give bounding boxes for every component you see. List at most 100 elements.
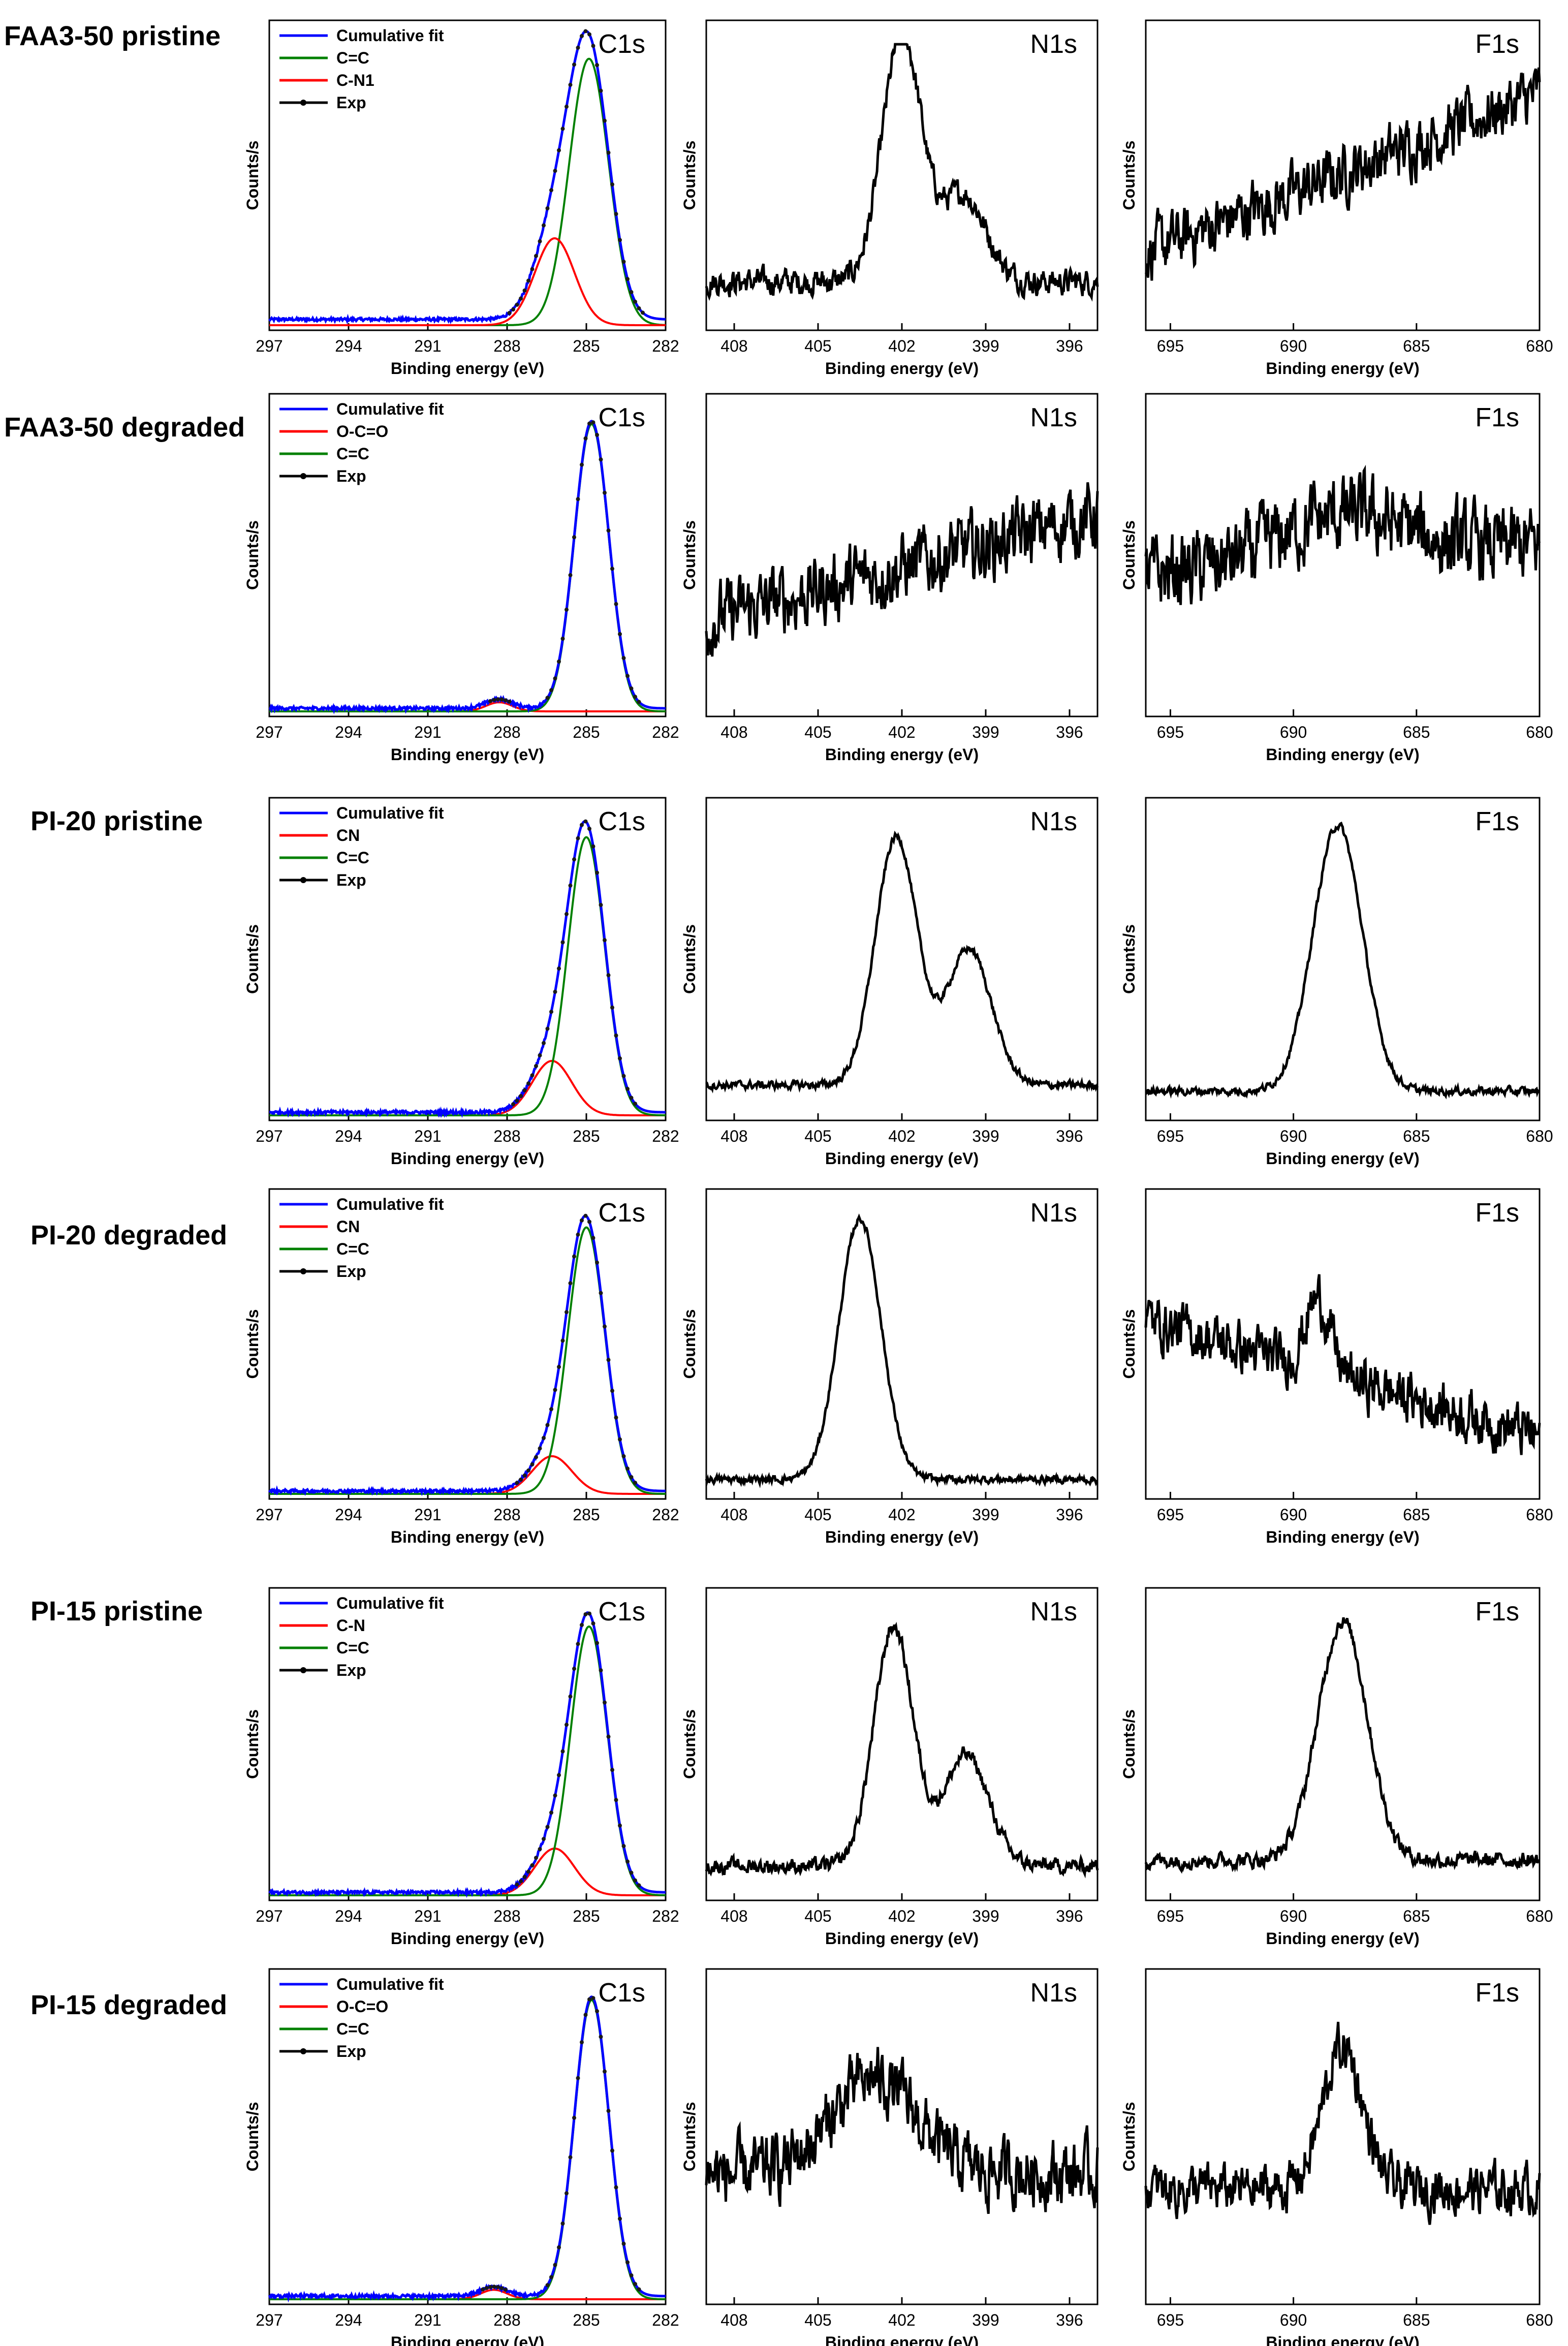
- plot-frame: [268, 1968, 667, 2305]
- x-axis-label: Binding energy (eV): [825, 359, 979, 378]
- exp-point: [576, 1642, 580, 1646]
- x-tick-label: 399: [972, 2311, 999, 2329]
- legend-label: C=C: [336, 2020, 369, 2038]
- exp-point: [576, 836, 580, 840]
- exp-point: [557, 148, 561, 152]
- exp-point: [606, 1734, 611, 1739]
- x-tick-label: 695: [1157, 337, 1184, 355]
- exp-point: [595, 2009, 599, 2014]
- x-tick-label: 408: [720, 1506, 747, 1524]
- exp-point: [603, 2069, 607, 2074]
- x-tick-label: 695: [1157, 723, 1184, 741]
- region-label: F1s: [1475, 29, 1519, 59]
- exp-point: [633, 695, 637, 699]
- x-tick-label: 690: [1280, 723, 1307, 741]
- exp-point: [610, 1389, 614, 1393]
- exp-point: [496, 2285, 500, 2290]
- exp-point: [633, 1878, 637, 1883]
- chart-n1s-0: 408 405 402 399 396 Binding energy (eV) Counts…: [680, 19, 1099, 378]
- legend-label: O-C=O: [336, 1997, 388, 2016]
- legend-label: C-N: [336, 1616, 365, 1635]
- exp-point: [553, 676, 557, 681]
- exp-point: [633, 2282, 637, 2286]
- x-tick-label: 408: [720, 2311, 747, 2329]
- chart-f1s-3: 695 690 685 680 Binding energy (eV) Counts/s F…: [1120, 1188, 1553, 1546]
- exp-point: [572, 857, 576, 862]
- y-axis-label: Counts/s: [1120, 520, 1138, 590]
- exp-point: [599, 2035, 603, 2039]
- x-tick-label: 291: [414, 723, 441, 741]
- exp-point: [576, 2076, 580, 2080]
- y-axis-label: Counts/s: [680, 1309, 699, 1379]
- spectrum-line: [705, 1213, 1098, 1489]
- exp-point: [587, 827, 591, 831]
- x-tick-label: 680: [1526, 1127, 1553, 1145]
- y-axis-label: Counts/s: [680, 1709, 699, 1779]
- legend-marker: [300, 2048, 306, 2054]
- exp-point: [542, 1435, 546, 1440]
- x-axis-label: Binding energy (eV): [391, 1149, 544, 1168]
- exp-point: [629, 2273, 634, 2277]
- plot-frame: [705, 1587, 1099, 1901]
- exp-point: [549, 688, 553, 693]
- region-label: F1s: [1475, 1978, 1519, 2008]
- exp-point: [492, 2285, 496, 2289]
- x-tick-label: 680: [1526, 337, 1553, 355]
- x-tick-label: 285: [573, 1506, 600, 1524]
- exp-point: [522, 1473, 527, 1478]
- exp-point: [545, 2283, 550, 2288]
- exp-point: [595, 432, 599, 437]
- legend: Cumulative fit CN C=C Exp: [279, 804, 444, 889]
- exp-point: [591, 44, 595, 48]
- x-tick-label: 288: [493, 723, 520, 741]
- exp-point: [591, 420, 595, 425]
- x-axis-label: Binding energy (eV): [391, 359, 544, 378]
- exp-point: [614, 1798, 618, 1802]
- exp-point: [568, 2155, 573, 2160]
- legend: Cumulative fit O-C=O C=C Exp: [279, 1975, 444, 2060]
- series-line-c-c: [269, 1998, 666, 2300]
- exp-point: [538, 239, 542, 243]
- x-tick-label: 405: [804, 2311, 831, 2329]
- exp-point: [629, 290, 634, 294]
- legend-marker: [300, 877, 306, 883]
- exp-point: [599, 457, 603, 462]
- x-tick-label: 402: [888, 1127, 915, 1145]
- exp-point: [633, 1102, 637, 1106]
- exp-point: [625, 2260, 630, 2265]
- spectrum-line: [1145, 821, 1540, 1100]
- exp-point: [610, 1005, 614, 1010]
- exp-point: [545, 696, 550, 700]
- x-tick-label: 402: [888, 1907, 915, 1925]
- x-axis-label: Binding energy (eV): [391, 1528, 544, 1546]
- exp-point: [591, 844, 595, 849]
- x-tick-label: 685: [1403, 723, 1430, 741]
- exp-point: [595, 63, 599, 68]
- exp-point: [633, 1481, 637, 1485]
- series-line-c-n1: [269, 237, 666, 326]
- x-axis-label: Binding energy (eV): [391, 2333, 544, 2346]
- x-tick-label: 294: [335, 337, 362, 355]
- exp-point: [641, 310, 645, 315]
- x-tick-label: 399: [972, 1127, 999, 1145]
- x-tick-label: 297: [256, 1506, 283, 1524]
- x-tick-label: 297: [256, 2311, 283, 2329]
- exp-point: [610, 1768, 614, 1772]
- exp-point: [557, 660, 561, 664]
- spectrum-line: [1144, 2021, 1541, 2225]
- exp-point: [545, 206, 550, 210]
- x-axis-label: Binding energy (eV): [391, 1929, 544, 1948]
- spectrum-line: [1144, 67, 1541, 281]
- y-axis-label: Counts/s: [1120, 1709, 1138, 1779]
- series-line-c-c: [269, 423, 666, 712]
- chart-n1s-4: 408 405 402 399 396 Binding energy (eV) Counts…: [680, 1587, 1099, 1948]
- exp-point: [496, 697, 500, 702]
- plot-frame: [268, 1587, 667, 1901]
- legend: Cumulative fit O-C=O C=C Exp: [279, 400, 444, 485]
- exp-point: [606, 528, 611, 533]
- x-tick-label: 282: [652, 1907, 679, 1925]
- row-label-pi-20-degraded: PI-20 degraded: [30, 1220, 228, 1250]
- region-label: C1s: [599, 1978, 645, 2008]
- exp-point: [560, 1749, 565, 1754]
- exp-point: [614, 1034, 618, 1038]
